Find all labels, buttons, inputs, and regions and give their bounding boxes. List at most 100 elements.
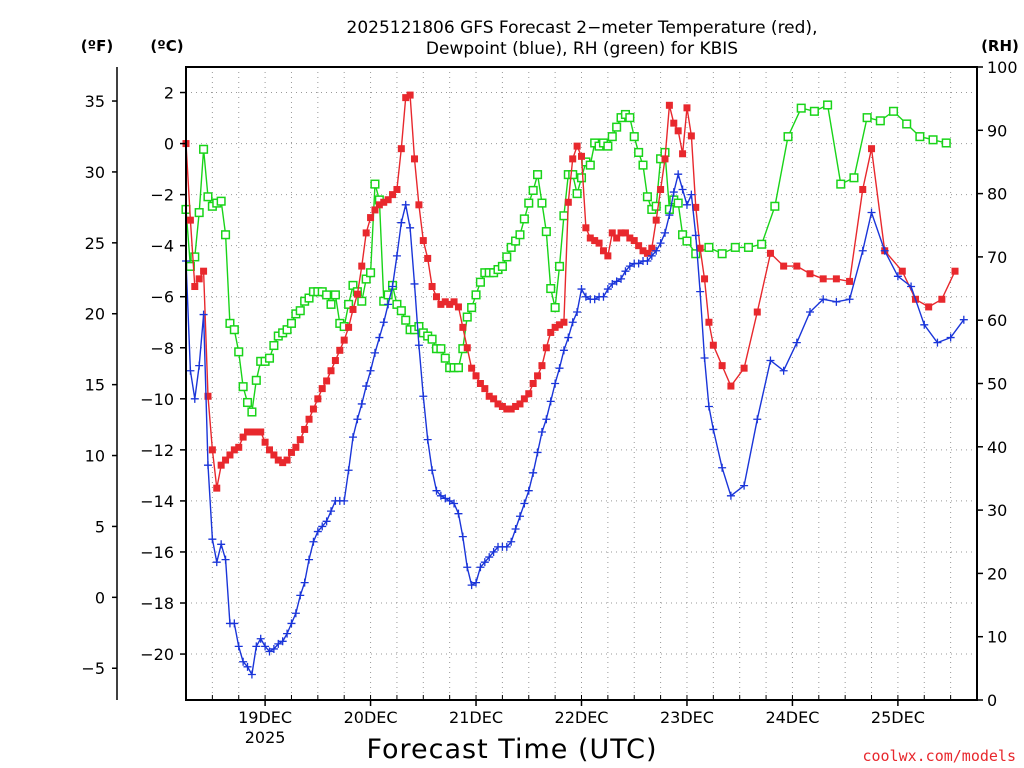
temperature-point	[709, 341, 717, 349]
dewpoint-point	[212, 558, 221, 567]
dewpoint-point	[520, 499, 529, 508]
dewpoint-point	[704, 402, 713, 411]
dewpoint-point	[243, 662, 252, 671]
dewpoint-point	[674, 170, 683, 179]
dewpoint-point	[920, 320, 929, 329]
temperature-point	[556, 321, 564, 329]
rh-point	[462, 312, 472, 322]
temperature-point	[560, 318, 568, 326]
dewpoint-point	[221, 555, 230, 564]
rh-point	[572, 189, 582, 199]
dewpoint-point	[203, 461, 212, 470]
temperature-point	[217, 461, 225, 469]
dewpoint-point	[946, 333, 955, 342]
dewpoint-point	[327, 507, 336, 516]
rh-point	[427, 334, 437, 344]
dewpoint-point	[608, 279, 617, 288]
rh-point	[528, 185, 538, 195]
dewpoint-point	[845, 295, 854, 304]
dewpoint-point	[436, 491, 445, 500]
dewpoint-point	[485, 553, 494, 562]
dewpoint-point	[265, 647, 274, 656]
temperature-point	[441, 298, 449, 306]
dewpoint-point	[208, 535, 217, 544]
temperature-point	[336, 346, 344, 354]
rh-point	[915, 132, 925, 142]
rh-point	[203, 192, 213, 202]
temperature-point	[591, 237, 599, 245]
x-tick-label: 25DEC	[871, 708, 925, 727]
temperature-point	[705, 318, 713, 326]
temperature-point	[270, 451, 278, 459]
rh-point	[453, 363, 464, 373]
celsius-tick-label: −4	[150, 237, 174, 256]
temperature-point	[679, 150, 687, 158]
rh-point	[524, 198, 534, 208]
temperature-point	[397, 145, 405, 153]
temperature-point	[569, 155, 577, 163]
temperature-point	[204, 392, 212, 400]
temperature-point	[630, 237, 638, 245]
rh-point	[638, 160, 648, 170]
dewpoint-point	[467, 581, 476, 590]
temperature-point	[235, 443, 243, 451]
dewpoint-point	[406, 223, 415, 232]
dewpoint-point	[269, 644, 278, 653]
temperature-point	[542, 344, 550, 352]
dewpoint-point	[234, 642, 243, 651]
temperature-point	[468, 364, 476, 372]
temperature-point	[564, 198, 572, 206]
dewpoint-line	[185, 171, 965, 677]
fahrenheit-tick-label: −5	[81, 659, 105, 678]
rh-point	[497, 261, 507, 271]
temperature-point	[657, 186, 665, 194]
dewpoint-point	[907, 282, 916, 291]
dewpoint-point	[344, 466, 353, 475]
celsius-tick-label: −10	[140, 390, 174, 409]
temperature-point	[604, 252, 612, 260]
dewpoint-point	[612, 277, 621, 286]
dewpoint-point	[555, 364, 564, 373]
dewpoint-point	[357, 399, 366, 408]
x-tick-label: 20DEC	[344, 708, 398, 727]
rh-point	[770, 201, 780, 211]
temperature-point	[718, 362, 726, 370]
temperature-point	[472, 372, 480, 380]
rh-point	[634, 147, 644, 158]
dewpoint-point	[568, 318, 577, 327]
celsius-tick-label: 2	[164, 84, 174, 103]
rh-point	[717, 249, 727, 259]
temperature-point	[529, 380, 537, 387]
temperature-point	[309, 405, 317, 413]
temperature-point	[740, 364, 748, 372]
rh-point	[743, 242, 754, 252]
rh-point	[796, 103, 806, 113]
series-layer	[181, 91, 968, 679]
rh-point	[568, 170, 578, 180]
temperature-point	[476, 380, 484, 387]
x-tick-label: 24DEC	[765, 708, 819, 727]
temperature-point	[832, 275, 840, 283]
temperature-point	[753, 308, 761, 316]
temperature-point	[868, 145, 876, 153]
dewpoint-point	[322, 517, 331, 526]
dewpoint-point	[348, 433, 357, 442]
temperature-point	[617, 229, 625, 237]
temperature-point	[525, 390, 533, 398]
rh-point	[401, 315, 411, 325]
rh-point	[783, 132, 793, 142]
rh-point	[519, 214, 529, 224]
rh-point	[533, 170, 543, 180]
rh-point	[396, 306, 406, 316]
rh-point	[902, 119, 912, 129]
rh-point	[888, 106, 899, 116]
dewpoint-point	[819, 295, 828, 304]
temperature-point	[323, 377, 331, 385]
temperature-point	[384, 196, 392, 204]
dewpoint-point	[581, 292, 590, 301]
temperature-point	[780, 262, 788, 270]
celsius-tick-label: −20	[140, 645, 174, 664]
dewpoint-point	[441, 494, 450, 503]
dewpoint-point	[599, 292, 608, 301]
dewpoint-point	[476, 563, 485, 572]
